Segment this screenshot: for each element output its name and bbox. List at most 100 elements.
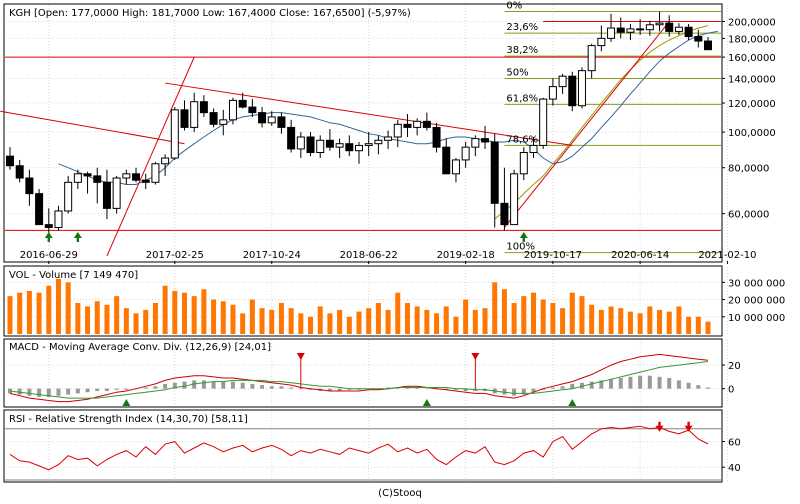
volume-bar — [569, 292, 575, 334]
macd-histogram-bar — [250, 383, 255, 389]
macd-histogram-bar — [570, 383, 575, 389]
candle-body-up — [529, 144, 538, 154]
candle-body-down — [102, 181, 111, 209]
candle-body-down — [500, 202, 509, 226]
macd-histogram-bar — [124, 388, 129, 390]
candle-body-up — [170, 109, 179, 159]
volume-bar — [191, 296, 197, 334]
candle — [626, 23, 635, 41]
macd-histogram-bar — [240, 382, 245, 389]
candle — [151, 161, 160, 185]
candle — [413, 118, 422, 136]
volume-bar — [540, 299, 546, 334]
candle — [277, 112, 286, 134]
candle — [64, 175, 73, 214]
volume-bar — [443, 306, 449, 334]
y-tick-label: 200,0000 — [728, 18, 776, 29]
candle — [665, 15, 674, 37]
volume-bar — [152, 303, 158, 334]
volume-bar — [269, 309, 275, 334]
candle — [228, 97, 237, 125]
macd-histogram-bar — [512, 388, 517, 396]
fibonacci-level-label: 23,6% — [506, 22, 538, 33]
volume-bar — [230, 304, 236, 334]
x-tick-label: 2017-10-24 — [243, 250, 301, 261]
volume-bar — [172, 290, 178, 334]
volume-bar — [259, 308, 265, 334]
y-tick-label: 60,0000 — [728, 210, 769, 221]
candle — [500, 167, 509, 231]
candle-body-up — [558, 75, 567, 88]
macd-histogram-bar — [289, 387, 294, 389]
rsi-signals — [655, 421, 693, 432]
candle — [539, 97, 548, 149]
macd-histogram-bar — [95, 388, 100, 392]
candle-body-down — [209, 112, 218, 125]
candle — [374, 135, 383, 155]
macd-histogram-bar — [415, 387, 420, 389]
candle — [6, 147, 14, 170]
candle-body-up — [112, 177, 121, 209]
sell-signal-arrow — [471, 353, 480, 360]
candle — [393, 119, 402, 148]
fibonacci-level-label: 61,8% — [506, 93, 538, 104]
volume-bar — [85, 306, 91, 334]
candle — [170, 107, 179, 160]
candle — [519, 147, 528, 181]
candle — [471, 135, 480, 157]
candle — [432, 122, 441, 153]
macd-histogram-bar — [279, 386, 284, 389]
y-tick-label: 60 — [728, 438, 741, 449]
macd-histogram-bar — [706, 387, 710, 389]
price-signals — [44, 232, 528, 242]
macd-histogram-bar — [696, 385, 701, 389]
candle — [461, 141, 470, 168]
macd-histogram-bar — [269, 386, 274, 389]
candle — [558, 73, 567, 94]
candle-body-down — [6, 155, 14, 167]
candle-body-up — [296, 136, 305, 150]
price-x-axis: 2016-06-29 2017-02-25 2017-10-24 2018-06-22… — [20, 250, 756, 264]
candle — [694, 29, 703, 48]
x-tick-label: 2021-02-10 — [698, 250, 756, 261]
candle — [684, 23, 693, 41]
sell-signal-arrow — [296, 353, 305, 360]
macd-histogram-bar — [667, 378, 672, 389]
candle — [267, 111, 276, 126]
sell-signal-arrow — [655, 421, 664, 432]
macd-histogram-bar — [143, 387, 148, 389]
macd-histogram-bar — [260, 385, 265, 389]
volume-bar — [579, 296, 585, 334]
candle-body-up — [219, 119, 228, 125]
y-tick-label: 100,0000 — [728, 128, 776, 139]
candle — [548, 78, 557, 106]
volume-bar — [17, 292, 23, 334]
buy-signal-arrow — [422, 399, 431, 406]
volume-bar — [666, 311, 672, 334]
candle-body-down — [345, 143, 354, 152]
macd-y-axis: 0 20 — [722, 361, 741, 396]
candle — [345, 135, 354, 157]
macd-histogram-bar — [298, 388, 303, 390]
macd-histogram-bar — [192, 380, 197, 389]
volume-bar — [511, 303, 517, 334]
macd-histogram-bar — [201, 380, 206, 389]
trend-line — [504, 21, 670, 228]
candle — [35, 189, 44, 226]
volume-y-axis: 10 000 000 20 000 000 30 000 000 — [722, 278, 785, 324]
candle-body-up — [190, 101, 199, 128]
candle — [238, 92, 247, 109]
candle — [73, 169, 82, 190]
volume-bar — [395, 292, 401, 334]
candle — [141, 173, 150, 190]
volume-bar — [627, 311, 633, 334]
candle — [190, 92, 199, 133]
volume-bar — [550, 303, 556, 334]
volume-bar — [598, 309, 604, 334]
candle — [219, 109, 228, 136]
candle — [587, 43, 596, 79]
candle — [568, 71, 577, 112]
candle-body-up — [519, 152, 528, 175]
volume-bar — [298, 313, 304, 334]
macd-histogram-bar — [104, 388, 109, 392]
